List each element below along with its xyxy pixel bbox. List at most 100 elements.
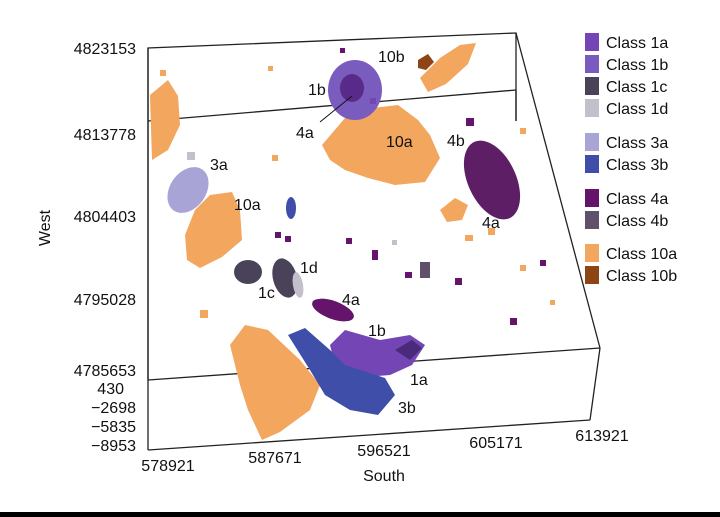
body-10a-right-small xyxy=(440,198,468,222)
legend-item: Class 4b xyxy=(585,211,668,230)
voxel xyxy=(465,235,473,241)
body-1d-small xyxy=(187,152,195,160)
x-axis-title: South xyxy=(363,468,405,485)
voxel xyxy=(520,265,526,271)
legend-label: Class 1b xyxy=(606,57,668,74)
z-axis: 430 −2698 −5835 −8953 xyxy=(91,381,136,455)
voxel xyxy=(405,272,412,278)
voxel xyxy=(392,240,397,245)
legend-swatch xyxy=(585,55,599,73)
voxel xyxy=(272,155,278,161)
legend-swatch xyxy=(585,77,599,95)
annotation-label: 1c xyxy=(258,285,275,302)
scattered-voxels xyxy=(160,48,555,325)
body-3b-bottom xyxy=(288,328,395,415)
body-10a-top-right xyxy=(420,43,476,92)
legend-label: Class 3b xyxy=(606,157,668,174)
z-tick-label: −2698 xyxy=(91,400,136,417)
y-axis-title: West xyxy=(37,209,54,246)
legend-swatch xyxy=(585,244,599,262)
annotation-label: 1b xyxy=(308,82,326,99)
legend-label: Class 1a xyxy=(606,35,668,52)
z-tick-label: −5835 xyxy=(91,419,136,436)
voxel xyxy=(510,318,517,325)
annotation-label: 10a xyxy=(234,197,261,214)
voxel xyxy=(488,228,495,235)
legend-label: Class 10a xyxy=(606,246,677,263)
body-10a-bottom-left xyxy=(230,325,320,440)
body-1b-bottom xyxy=(330,330,425,378)
voxel xyxy=(275,232,281,238)
voxel xyxy=(200,310,208,318)
legend-label: Class 4b xyxy=(606,213,668,230)
legend-item: Class 3a xyxy=(585,133,668,152)
body-4a-middle xyxy=(312,298,354,322)
body-1d xyxy=(292,272,304,298)
y-tick-label: 4795028 xyxy=(74,292,136,309)
voxel xyxy=(550,300,555,305)
annotation-label: 1b xyxy=(368,323,386,340)
legend-item: Class 1c xyxy=(585,77,667,96)
x-tick-label: 605171 xyxy=(469,435,522,452)
legend-swatch xyxy=(585,211,599,229)
voxel xyxy=(285,236,291,242)
x-tick-label: 587671 xyxy=(248,450,301,467)
x-axis: 578921 587671 596521 605171 613921 xyxy=(141,428,628,475)
body-1c xyxy=(234,260,262,284)
annotation-label: 10b xyxy=(378,49,405,66)
legend-label: Class 4a xyxy=(606,191,668,208)
voxel xyxy=(340,48,345,53)
box-right-back-edge xyxy=(515,32,601,349)
body-1c-right xyxy=(272,258,298,298)
box-front-bottom xyxy=(147,419,591,451)
annotation-label: 10a xyxy=(386,134,413,151)
voxel xyxy=(370,98,376,104)
annotation-leader-4a xyxy=(319,95,353,123)
body-1a-top xyxy=(340,74,364,102)
annotation-label: 1a xyxy=(410,372,428,389)
legend-swatch xyxy=(585,33,599,51)
legend-label: Class 3a xyxy=(606,135,668,152)
body-10a-top-left xyxy=(150,80,180,160)
annotation-label: 4b xyxy=(447,133,465,150)
legend-swatch xyxy=(585,189,599,207)
geobodies xyxy=(150,43,555,440)
legend-label: Class 1d xyxy=(606,101,668,118)
legend-swatch xyxy=(585,155,599,173)
legend: Class 1a Class 1b Class 1c Class 1d Clas… xyxy=(585,33,677,285)
legend-item: Class 10a xyxy=(585,244,677,263)
annotation-label: 4a xyxy=(342,292,360,309)
annotations: 10b 1b 4a 10a 4b 3a 10a 4a 1d 1c 4a 1b 1… xyxy=(210,49,500,417)
legend-item: Class 1d xyxy=(585,99,668,118)
body-3a xyxy=(167,167,209,213)
annotation-label: 3b xyxy=(398,400,416,417)
legend-label: Class 10b xyxy=(606,268,677,285)
annotation-label: 4a xyxy=(296,125,314,142)
annotation-label: 4a xyxy=(482,215,500,232)
legend-item: Class 4a xyxy=(585,189,668,208)
body-4b-right xyxy=(463,140,521,220)
voxel xyxy=(540,260,546,266)
voxel xyxy=(346,238,352,244)
body-1a-bottom xyxy=(395,340,422,360)
annotation-label: 1d xyxy=(300,260,318,277)
legend-item: Class 3b xyxy=(585,155,668,174)
body-3b-small xyxy=(286,197,296,219)
legend-swatch xyxy=(585,99,599,117)
body-10a-center-top xyxy=(322,105,440,185)
annotation-label: 3a xyxy=(210,157,228,174)
voxel xyxy=(466,118,474,126)
x-tick-label: 596521 xyxy=(357,443,410,460)
y-tick-label: 4785653 xyxy=(74,363,136,380)
z-tick-label: −8953 xyxy=(91,438,136,455)
y-tick-label: 4813778 xyxy=(74,127,136,144)
x-tick-label: 578921 xyxy=(141,458,194,475)
legend-item: Class 1b xyxy=(585,55,668,74)
legend-label: Class 1c xyxy=(606,79,667,96)
y-axis: 4823153 4813778 4804403 4795028 4785653 xyxy=(74,41,136,380)
y-tick-label: 4804403 xyxy=(74,209,136,226)
legend-item: Class 1a xyxy=(585,33,668,52)
voxel xyxy=(520,128,526,134)
